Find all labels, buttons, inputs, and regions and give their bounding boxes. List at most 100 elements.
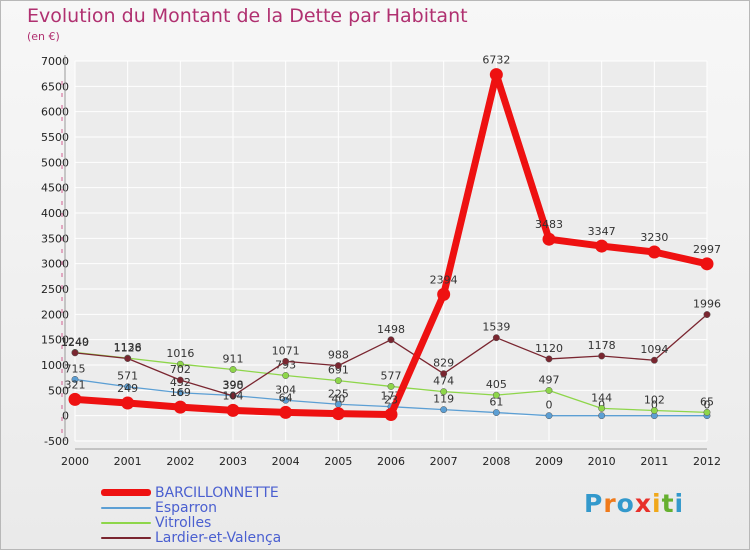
data-label: 3230 [640,231,668,244]
data-label: 398 [223,379,244,392]
data-point [542,232,556,246]
data-label: 1539 [482,321,510,334]
data-point [176,389,184,397]
data-point [489,68,503,82]
legend-label: BARCILLONNETTE [155,484,279,501]
data-point [440,370,448,378]
y-tick-label: 500 [48,384,69,397]
data-point [124,355,132,362]
data-label: 405 [486,378,507,391]
data-point [176,360,184,368]
y-tick-label: 1000 [41,359,69,372]
data-point [384,408,398,422]
logo-letter: P [584,489,604,518]
data-point [334,362,342,370]
x-tick-label: 2000 [61,455,89,468]
data-label: 577 [381,369,402,382]
legend-swatch [101,536,151,539]
chart-unit: (en €) [27,30,60,43]
data-label: 715 [65,362,86,375]
logo-letter: o [616,489,635,518]
legend-label: Lardier-et-Valença [155,529,282,546]
x-tick-label: 2006 [377,455,405,468]
logo-letter: t [661,489,675,518]
data-label: 102 [644,393,665,406]
data-point [545,355,553,363]
data-label: 65 [700,395,714,408]
data-point [387,382,395,390]
legend-label: Esparron [155,499,218,516]
legend-swatch [101,521,151,524]
data-label: 3347 [588,225,616,238]
data-label: 911 [223,353,244,366]
x-tick-label: 2009 [535,455,563,468]
logo-letter: i [652,489,662,518]
data-label: 1240 [61,336,89,349]
data-point [650,407,658,414]
data-point [121,396,135,410]
y-tick-label: 7000 [41,55,69,68]
data-point [703,311,711,318]
data-label: 6732 [482,54,510,67]
data-label: 40 [331,393,345,406]
data-label: 61 [489,396,503,409]
data-point [647,245,661,259]
data-point [229,392,237,400]
data-label: 304 [275,383,296,396]
x-tick-label: 2007 [430,455,458,468]
legend: BARCILLONNETTE Esparron Vitrolles Lardier-e… [101,484,282,546]
data-label: 64 [279,391,293,404]
data-point [440,406,448,414]
data-label: 474 [433,375,454,388]
x-tick-label: 2002 [166,455,194,468]
y-tick-label: -500 [44,435,69,448]
data-label: 1120 [535,342,563,355]
data-label: 169 [170,386,191,399]
data-point [124,383,132,391]
data-label: 2394 [430,273,458,286]
data-point [282,372,290,379]
data-label: 1136 [114,341,142,354]
legend-item: Esparron [101,499,281,516]
data-point [545,412,553,420]
data-point [176,376,184,384]
data-point [492,391,500,399]
x-tick-label: 2008 [482,455,510,468]
data-label: 497 [539,373,560,386]
data-point [440,388,448,396]
logo-letter: i [674,489,685,518]
x-tick-label: 2010 [588,455,616,468]
data-label: 1016 [166,347,194,360]
data-point [334,377,342,385]
data-point [387,336,395,344]
data-label: 0 [546,399,553,412]
x-tick-label: 2003 [219,455,247,468]
data-label: 1178 [588,339,616,352]
legend-label: Vitrolles [155,514,212,531]
data-label: 1249 [61,335,89,348]
data-label: 225 [328,387,349,400]
data-point [173,400,187,414]
series-barcillonnette: 321 249 169 104 64 40 23 2394 6732 3483 3347 3230 29… [65,54,721,422]
legend-swatch [101,506,151,509]
x-tick-label: 2012 [693,455,721,468]
data-label: 2997 [693,243,721,256]
data-point [437,287,451,301]
data-point [650,356,658,364]
x-tick-label: 2001 [114,455,142,468]
data-label: 702 [170,363,191,376]
x-tick-label: 2005 [324,455,352,468]
x-tick-label: 2011 [640,455,668,468]
data-point [229,366,237,373]
data-point [700,257,714,271]
data-point [226,403,240,417]
y-tick-label: 3500 [41,232,69,245]
data-point [492,334,500,342]
legend-swatch [101,489,151,496]
data-label: 571 [117,370,138,383]
data-label: 1128 [114,342,142,355]
data-point [71,375,79,383]
logo-letter: r [603,489,617,518]
